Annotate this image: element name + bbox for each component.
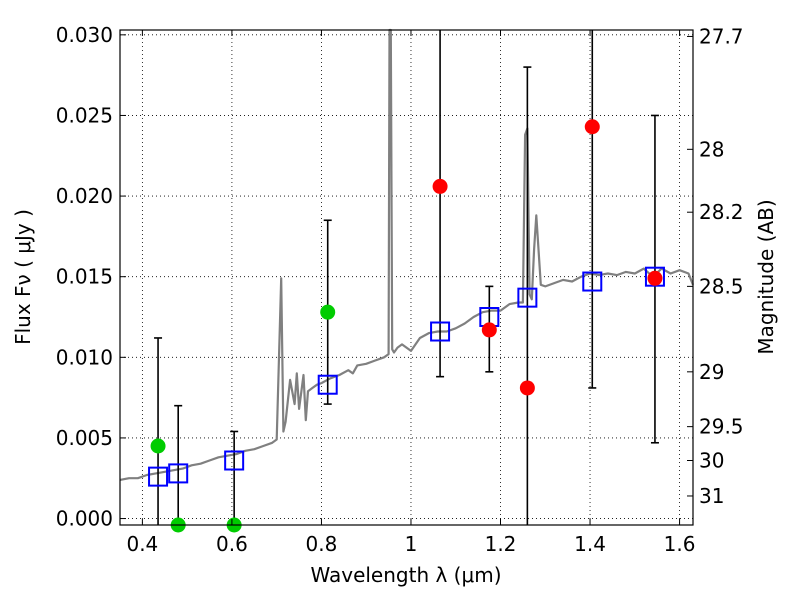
sed-curve-layer [119,28,695,481]
right-tick-label: 29 [699,360,724,384]
x-tick-label: 1 [405,532,418,556]
green-data-point [320,304,336,320]
y-axis-label: Flux Fν ( μJy ) [11,209,35,345]
tick-layer: 0.4 0.6 0.8 1 1.2 1.4 1.6 0.000 0.005 0.010 0.015 0… [56,23,744,556]
model-square-marker [224,450,245,471]
model-square-marker [517,287,538,308]
y-tick-label: 0.010 [56,345,113,369]
red-data-point [519,380,535,396]
right-tick-label: 29.5 [699,415,744,439]
x-tick-label: 0.6 [216,532,248,556]
right-tick-label: 31 [699,484,724,508]
data-point-layer [148,119,665,533]
red-data-point [432,178,448,194]
y-tick-label: 0.000 [56,507,113,531]
model-square-marker [148,466,169,487]
red-data-point [481,322,497,338]
model-square-marker [582,271,603,292]
green-data-point [150,438,166,454]
right-tick-label: 28.5 [699,274,744,298]
x-tick-label: 1.4 [574,532,606,556]
red-data-point [647,270,663,286]
right-tick-label: 28 [699,137,724,161]
y-tick-label: 0.005 [56,426,113,450]
y-tick-label: 0.025 [56,103,113,127]
y-tick-label: 0.015 [56,265,113,289]
grid [120,30,693,525]
x-axis-label: Wavelength λ (μm) [310,563,501,587]
sed-curve-line [119,28,695,481]
model-square-marker [317,374,338,395]
right-axis-label: Magnitude (AB) [754,199,778,354]
right-tick-label: 30 [699,449,724,473]
x-tick-label: 0.8 [306,532,338,556]
right-tick-label: 27.7 [699,24,744,48]
x-tick-label: 0.4 [126,532,158,556]
y-tick-label: 0.020 [56,184,113,208]
x-tick-label: 1.2 [485,532,517,556]
model-square-marker [430,321,451,342]
right-tick-label: 28.2 [699,200,744,224]
y-tick-label: 0.030 [56,23,113,47]
red-data-point [584,119,600,135]
x-tick-label: 1.6 [664,532,696,556]
model-square-marker [168,463,189,484]
plot-frame [119,29,694,526]
